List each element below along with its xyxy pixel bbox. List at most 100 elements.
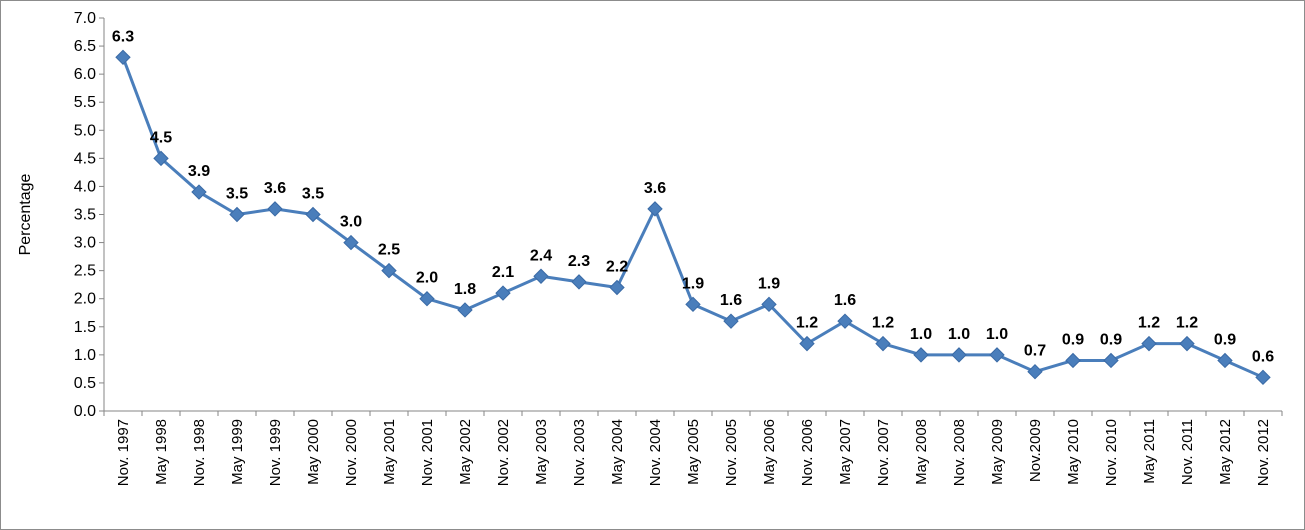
data-point-marker	[913, 347, 929, 363]
data-point-marker	[989, 347, 1005, 363]
data-label: 2.3	[568, 253, 590, 270]
x-tick-label: Nov. 1999	[267, 419, 284, 486]
x-tick-label: May 2008	[913, 419, 930, 485]
x-tick-label: May 2012	[1217, 419, 1234, 485]
data-label: 2.2	[606, 258, 628, 275]
data-label: 6.3	[112, 28, 134, 45]
series-line	[121, 56, 1264, 379]
y-tick-label: 1.0	[74, 347, 96, 364]
y-tick-label: 7.0	[74, 10, 96, 27]
data-point-marker	[1065, 352, 1081, 369]
y-tick-label: 5.5	[74, 94, 96, 111]
y-tick-label: 6.5	[74, 38, 96, 55]
data-point-marker	[191, 184, 207, 200]
y-tick-label: 3.0	[74, 235, 96, 252]
data-point-marker	[875, 335, 891, 352]
y-tick-label: 4.0	[74, 178, 96, 195]
x-tick-label: May 2009	[989, 419, 1006, 485]
y-tick-label: 3.5	[74, 207, 96, 224]
x-tick-label: Nov. 2000	[343, 419, 360, 486]
y-axis-label: Percentage	[17, 173, 34, 255]
x-tick-label: May 1999	[229, 419, 246, 485]
data-point-marker	[1179, 335, 1195, 352]
data-label: 2.0	[416, 270, 438, 287]
data-point-marker	[153, 150, 169, 167]
data-point-marker	[723, 313, 739, 329]
x-axis-ticks: Nov. 1997 May 1998 Nov. 1998 May 1999 Nov. 1…	[103, 411, 1283, 486]
data-label: 1.2	[1176, 315, 1198, 332]
series-markers	[115, 49, 1271, 386]
data-label: 1.9	[758, 275, 780, 292]
data-label: 0.6	[1252, 348, 1274, 365]
data-label: 3.5	[302, 186, 324, 203]
data-label: 3.6	[644, 180, 666, 197]
data-point-marker	[229, 206, 245, 223]
data-point-marker	[495, 285, 511, 301]
data-label: 1.6	[834, 292, 856, 309]
data-label: 3.9	[188, 163, 210, 180]
x-tick-label: May 2005	[685, 419, 702, 485]
y-tick-label: 4.5	[74, 150, 96, 167]
x-tick-label: Nov. 2001	[419, 419, 436, 486]
x-tick-label: Nov. 2011	[1179, 419, 1196, 485]
x-tick-label: May 2006	[761, 419, 778, 485]
data-label: 0.9	[1100, 331, 1122, 348]
data-label: 1.2	[1138, 315, 1160, 332]
data-point-marker	[1217, 352, 1233, 369]
x-tick-label: May 2007	[837, 419, 854, 485]
data-label: 1.2	[872, 315, 894, 332]
data-label: 1.0	[986, 326, 1008, 343]
x-tick-label: May 2010	[1065, 419, 1082, 485]
x-tick-label: Nov. 2004	[647, 419, 664, 486]
data-labels: 6.3 4.5 3.9 3.5 3.6 3.5 3.0 2.5 2.0 1.8 2.1 2.4 2.3 2…	[112, 28, 1274, 365]
data-point-marker	[115, 49, 131, 66]
data-label: 3.0	[340, 214, 362, 231]
data-label: 1.2	[796, 315, 818, 332]
data-label: 2.5	[378, 242, 400, 259]
data-point-marker	[343, 234, 359, 251]
data-point-marker	[533, 268, 549, 284]
y-tick-label: 1.5	[74, 319, 96, 336]
data-label: 1.9	[682, 275, 704, 292]
data-point-marker	[1141, 335, 1157, 352]
x-tick-label: Nov. 1998	[191, 419, 208, 486]
data-point-marker	[647, 201, 663, 217]
y-tick-label: 2.5	[74, 263, 96, 280]
data-point-marker	[761, 296, 777, 313]
x-tick-label: May 2004	[609, 419, 626, 485]
x-tick-label: May 2002	[457, 419, 474, 485]
x-tick-label: May 2000	[305, 419, 322, 485]
x-tick-label: Nov. 2012	[1255, 419, 1272, 486]
data-label: 2.1	[492, 264, 514, 281]
data-point-marker	[837, 313, 853, 329]
x-tick-label: Nov. 2007	[875, 419, 892, 486]
axes	[103, 18, 1282, 412]
x-tick-label: May 2001	[381, 419, 398, 485]
data-point-marker	[267, 201, 283, 217]
data-label: 1.8	[454, 281, 476, 298]
data-label: 3.6	[264, 180, 286, 197]
data-label: 2.4	[530, 247, 552, 264]
x-tick-label: May 1998	[153, 419, 170, 485]
data-point-marker	[419, 291, 435, 307]
x-tick-label: Nov. 2006	[799, 419, 816, 486]
x-tick-label: May 2011	[1141, 419, 1158, 484]
data-point-marker	[685, 296, 701, 313]
x-tick-label: Nov. 2003	[571, 419, 588, 486]
y-tick-label: 2.0	[74, 291, 96, 308]
data-label: 4.5	[150, 129, 172, 146]
y-axis-ticks: 0.0 0.5 1.0 1.5 2.0 2.5 3.0 3.5 4.0 4.5 5.0 5.5 6.0 6…	[74, 10, 104, 420]
x-tick-label: Nov.2009	[1027, 419, 1044, 482]
data-label: 3.5	[226, 186, 248, 203]
data-point-marker	[571, 274, 587, 290]
x-tick-label: Nov. 2008	[951, 419, 968, 486]
data-point-marker	[1027, 363, 1043, 380]
data-point-marker	[1103, 352, 1119, 369]
data-label: 1.0	[910, 326, 932, 343]
data-label: 0.9	[1214, 331, 1236, 348]
data-point-marker	[305, 206, 321, 223]
data-point-marker	[951, 347, 967, 363]
data-label: 1.0	[948, 326, 970, 343]
